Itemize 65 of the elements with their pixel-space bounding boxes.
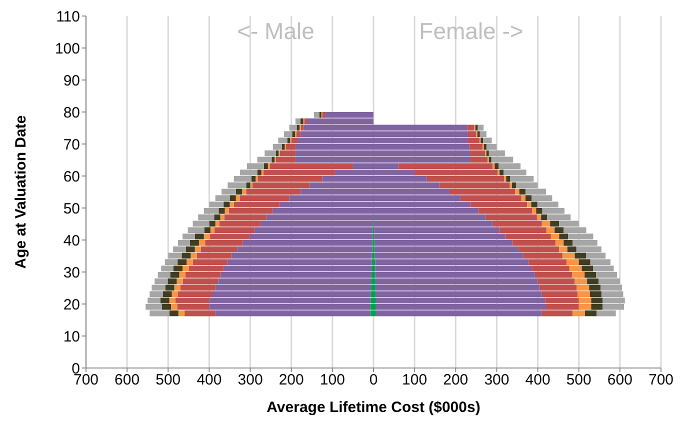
bar <box>246 182 250 188</box>
x-tick-label: 500 <box>566 372 592 389</box>
y-tick-label: 90 <box>63 72 80 90</box>
bar <box>500 170 504 176</box>
y-tick-label: 80 <box>63 104 80 122</box>
x-tick-label: 200 <box>443 372 468 389</box>
bar <box>210 227 215 233</box>
y-tick-label: 100 <box>54 40 80 58</box>
x-tick-label: 0 <box>369 372 378 389</box>
x-tick-label: 600 <box>607 372 632 389</box>
bar <box>178 310 185 316</box>
bar <box>484 144 486 150</box>
bar <box>506 176 510 182</box>
annotation: Female -> <box>419 18 524 45</box>
x-tick-label: 300 <box>484 372 510 389</box>
y-tick-label: 20 <box>63 296 80 314</box>
bar <box>282 144 285 150</box>
y-tick-label: 40 <box>63 232 80 250</box>
bar <box>322 112 326 118</box>
bar <box>236 188 242 195</box>
x-tick-label: 100 <box>320 372 345 389</box>
bar <box>236 195 240 201</box>
y-tick-label: 30 <box>63 264 80 282</box>
bar <box>512 182 516 188</box>
bar <box>480 138 484 144</box>
bar <box>527 202 532 208</box>
x-tick-label: 500 <box>156 372 181 389</box>
bar <box>252 176 256 182</box>
bar <box>242 188 246 195</box>
bar <box>536 214 542 220</box>
x-tick-label: 700 <box>648 372 674 389</box>
bar <box>257 170 262 176</box>
bar <box>532 208 536 214</box>
bar <box>292 131 296 137</box>
bar <box>272 156 275 163</box>
x-axis-title: Average Lifetime Cost ($000s) <box>266 399 480 416</box>
bar <box>519 188 526 195</box>
bar <box>287 138 290 144</box>
y-tick-label: 60 <box>63 168 80 186</box>
bar <box>515 188 520 195</box>
x-tick-label: 300 <box>238 372 263 389</box>
bar <box>486 150 489 156</box>
y-tick-label: 50 <box>63 200 80 218</box>
x-tick-label: 600 <box>114 372 140 389</box>
bar <box>300 118 304 124</box>
bar <box>314 112 320 118</box>
y-tick-label: 70 <box>63 136 80 154</box>
bar <box>264 163 268 169</box>
x-tick-label: 400 <box>525 372 550 389</box>
annotation: <- Male <box>237 18 314 45</box>
y-tick-label: 10 <box>63 328 80 346</box>
x-tick-label: 400 <box>196 372 222 389</box>
bar <box>494 163 499 169</box>
x-tick-label: 200 <box>278 372 304 389</box>
x-tick-label: 100 <box>402 372 428 389</box>
y-tick-label: 110 <box>56 8 80 26</box>
bar <box>220 214 224 220</box>
bar <box>488 156 492 163</box>
y-axis-title: Age at Valuation Date <box>12 115 30 269</box>
bar <box>224 208 229 214</box>
bar <box>521 195 526 201</box>
bar <box>215 220 220 227</box>
bar <box>296 124 300 131</box>
bar <box>230 202 234 208</box>
bar <box>230 195 236 201</box>
